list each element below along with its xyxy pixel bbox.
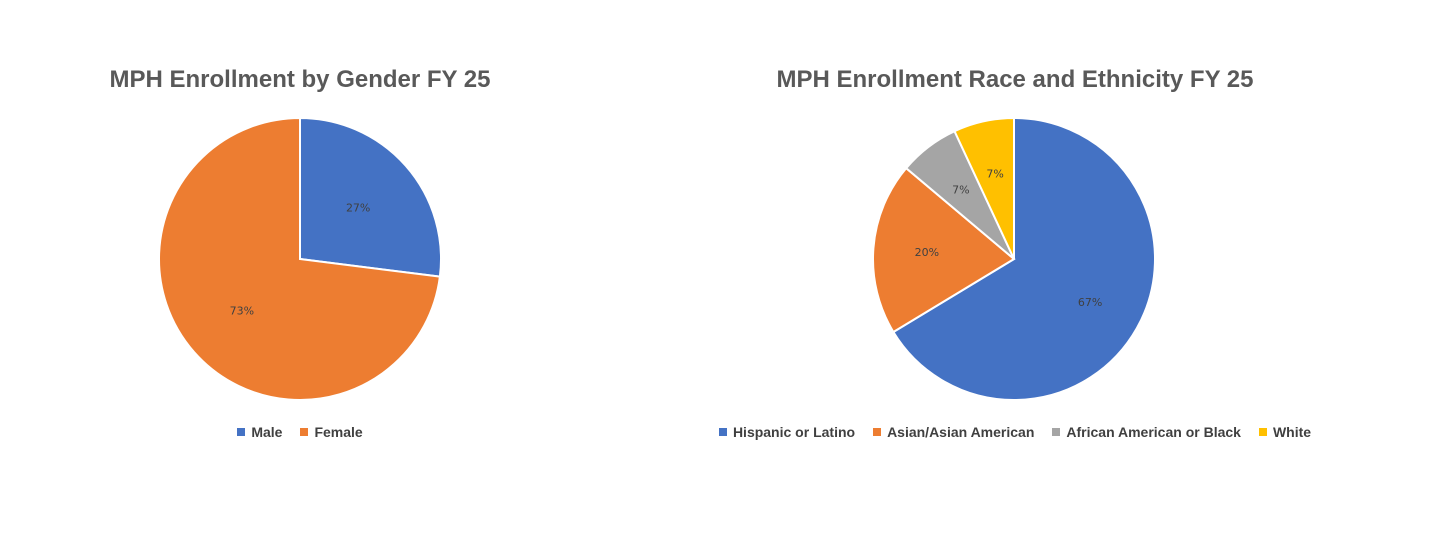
legend-item-male: Male xyxy=(237,424,282,440)
legend-swatch xyxy=(1052,428,1061,436)
legend-label: Asian/Asian American xyxy=(887,424,1035,440)
race-pie-svg: 67% 20% 7% 7% xyxy=(872,116,1156,401)
data-label-female: 73% xyxy=(230,304,254,317)
legend-item-african-american-or-black: African American or Black xyxy=(1052,424,1241,440)
gender-legend: Male Female xyxy=(0,424,600,440)
gender-pie-chart: MPH Enrollment by Gender FY 25 27% 73% Ma… xyxy=(0,0,600,559)
legend-swatch xyxy=(873,428,882,436)
race-ethnicity-pie-chart: MPH Enrollment Race and Ethnicity FY 25 … xyxy=(600,0,1430,559)
legend-swatch xyxy=(718,428,727,436)
legend-label: White xyxy=(1272,424,1312,440)
legend-item-asian-asian-american: Asian/Asian American xyxy=(873,424,1034,440)
pie-slice-asian-asian-american xyxy=(872,166,1016,334)
data-label-hispanic-or-latino: 67% xyxy=(1078,296,1102,309)
pie-slice-female xyxy=(158,116,442,401)
pie-slice-hispanic-or-latino xyxy=(892,116,1156,401)
data-label-african-american-or-black: 7% xyxy=(952,184,969,197)
gender-pie-svg: 27% 73% xyxy=(158,116,442,401)
legend-label: Female xyxy=(314,424,363,440)
legend-item-female: Female xyxy=(300,424,363,440)
data-label-male: 27% xyxy=(346,202,370,215)
data-label-white: 7% xyxy=(986,168,1003,181)
chart-title: MPH Enrollment Race and Ethnicity FY 25 xyxy=(776,66,1254,93)
pie-slice-white xyxy=(953,116,1015,260)
legend-swatch xyxy=(1258,428,1267,436)
pie-slice-male xyxy=(299,116,442,278)
chart-title: MPH Enrollment by Gender FY 25 xyxy=(109,66,491,93)
legend-swatch xyxy=(237,428,246,436)
legend-label: Male xyxy=(251,424,283,440)
legend-item-hispanic-or-latino: Hispanic or Latino xyxy=(718,424,856,440)
legend-swatch xyxy=(300,428,309,436)
race-legend: Hispanic or Latino Asian/Asian American Af… xyxy=(600,424,1430,440)
data-label-asian-asian-american: 20% xyxy=(915,246,939,259)
legend-label: Hispanic or Latino xyxy=(732,424,856,440)
legend-label: African American or Black xyxy=(1066,424,1241,440)
legend-item-white: White xyxy=(1258,424,1312,440)
